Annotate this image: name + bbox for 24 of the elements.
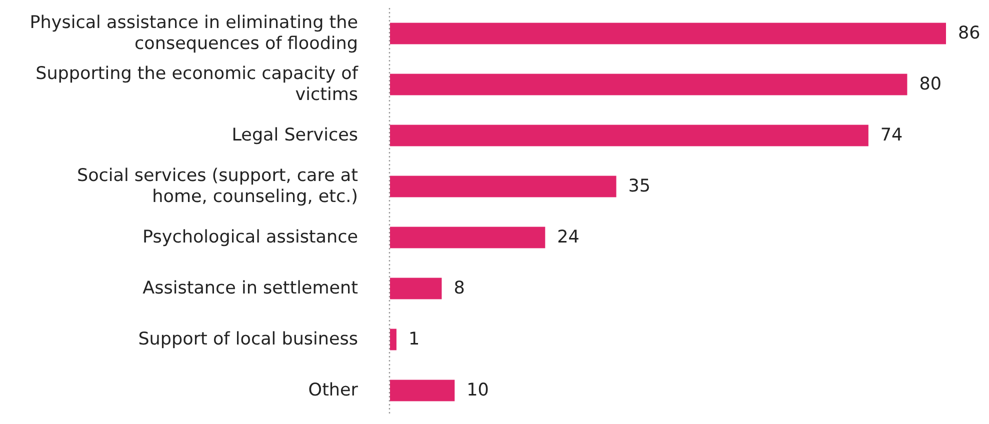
y-tick-label: Other	[308, 380, 359, 400]
bar	[390, 226, 546, 248]
bar	[390, 22, 946, 44]
data-label: 86	[958, 23, 980, 44]
data-label: 24	[557, 227, 580, 248]
bar	[390, 328, 396, 350]
y-tick-label: Psychological assistance	[142, 227, 358, 248]
bar	[390, 74, 908, 96]
y-tick-label: Social services (support, care at home, counseling, etc.)	[76, 166, 358, 207]
bar	[390, 380, 455, 402]
y-tick-label: Physical assistance in eliminating the consequences of flooding	[30, 12, 358, 54]
y-tick-label: Supporting the economic capacity of victims	[36, 64, 359, 105]
data-label: 35	[628, 176, 651, 196]
data-label: 74	[880, 125, 903, 146]
data-label: 1	[408, 329, 420, 350]
data-label: 10	[466, 380, 489, 400]
bar	[390, 278, 442, 300]
y-tick-label: Assistance in settlement	[142, 278, 358, 298]
y-tick-label: Legal Services	[232, 125, 358, 146]
bar	[390, 124, 868, 146]
data-label: 80	[919, 74, 942, 94]
y-tick-label: Support of local business	[138, 329, 358, 350]
bar	[390, 176, 616, 198]
data-label: 8	[454, 278, 465, 298]
